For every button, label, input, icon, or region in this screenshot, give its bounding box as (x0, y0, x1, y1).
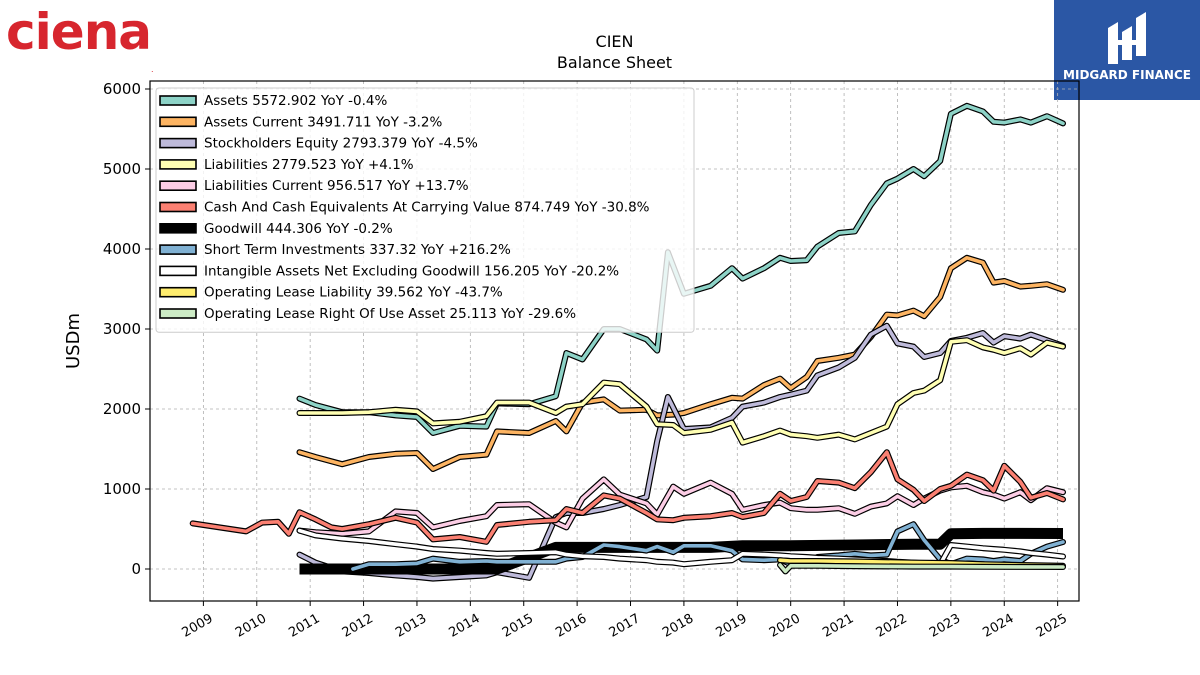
x-tick-label: 2009 (180, 611, 216, 641)
series-line (296, 102, 1066, 436)
x-tick-label: 2019 (713, 611, 749, 641)
ciena-logo: ciena. (6, 2, 153, 74)
x-tick-label: 2013 (393, 611, 429, 641)
midgard-emblem-icon (1108, 12, 1146, 64)
legend-swatch (159, 308, 197, 319)
y-tick-label: 2000 (103, 400, 141, 418)
legend-entry: Operating Lease Right Of Use Asset 25.11… (204, 306, 576, 322)
x-tick-label: 2020 (767, 611, 803, 641)
x-tick-label: 2021 (820, 611, 856, 641)
x-tick-label: 2023 (927, 611, 963, 641)
series-line (296, 254, 1066, 472)
chart-subtitle: Balance Sheet (557, 53, 672, 72)
series-line (296, 337, 1066, 446)
legend-entry: Operating Lease Liability 39.562 YoY -43… (204, 285, 503, 301)
legend-entry: Cash And Cash Equivalents At Carrying Va… (204, 200, 650, 216)
ciena-logo-mark: . (151, 65, 153, 74)
legend-box (155, 87, 695, 333)
legend: Assets 5572.902 YoY -0.4% Assets Current … (155, 87, 695, 333)
series-line-fill (299, 527, 1064, 575)
legend-swatch (159, 201, 197, 213)
legend-entry: Assets 5572.902 YoY -0.4% (204, 93, 388, 109)
series-line (777, 562, 1066, 575)
series-line-fill (297, 477, 1065, 536)
y-tick-label: 6000 (103, 80, 141, 98)
series-line-fill (297, 255, 1065, 471)
series-line (349, 521, 1066, 572)
x-tick-label: 2018 (660, 611, 696, 641)
series-line (296, 527, 1066, 568)
legend-swatch (159, 180, 197, 191)
x-tick-label: 2024 (980, 611, 1016, 641)
legend-swatch (159, 95, 197, 106)
legend-swatch (159, 265, 197, 277)
series-line-fill (297, 528, 1065, 567)
midgard-logo-text: MIDGARD FINANCE (1063, 68, 1191, 82)
x-tick-label: 2010 (233, 611, 269, 641)
series-lines (189, 102, 1066, 582)
series-line-fill (297, 338, 1065, 445)
x-tick-label: 2016 (553, 611, 589, 641)
series-line-fill (778, 563, 1065, 574)
x-tick-label: 2011 (286, 611, 322, 641)
x-tick-label: 2015 (500, 611, 536, 641)
y-tick-label: 1000 (103, 480, 141, 498)
x-tick-label: 2022 (874, 611, 910, 641)
legend-swatch (159, 137, 197, 149)
axes-frame (149, 80, 1080, 602)
midgard-finance-logo: MIDGARD FINANCE (1054, 0, 1200, 100)
legend-entry: Liabilities Current 956.517 YoY +13.7% (204, 178, 469, 194)
series-line (189, 449, 1066, 545)
series-line (299, 527, 1064, 575)
legend-swatch (159, 244, 197, 255)
legend-swatch (159, 286, 197, 298)
legend-entry: Assets Current 3491.711 YoY -3.2% (204, 114, 443, 130)
legend-entry: Short Term Investments 337.32 YoY +216.2… (204, 242, 511, 258)
y-tick-label: 3000 (103, 320, 141, 338)
x-tick-label: 2012 (340, 611, 376, 641)
y-axis-label: USDm (63, 313, 84, 369)
legend-entry: Liabilities 2779.523 YoY +4.1% (204, 157, 414, 173)
series-line (296, 476, 1066, 537)
legend-entry: Intangible Assets Net Excluding Goodwill… (204, 263, 619, 279)
legend-swatch (159, 116, 197, 128)
legend-entry: Stockholders Equity 2793.379 YoY -4.5% (204, 136, 478, 152)
y-tick-label: 5000 (103, 160, 141, 178)
ciena-logo-text: ciena (6, 3, 152, 61)
x-tick-label: 2014 (447, 611, 483, 641)
legend-swatch (159, 159, 197, 170)
series-line-fill (297, 104, 1065, 435)
series-line-fill (190, 450, 1065, 544)
x-tick-label: 2025 (1034, 611, 1070, 641)
legend-swatch (159, 223, 197, 234)
legend-entry: Goodwill 444.306 YoY -0.2% (204, 221, 393, 237)
series-line-fill (351, 522, 1065, 571)
chart-title: CIEN (596, 32, 634, 51)
y-tick-label: 0 (131, 560, 141, 578)
x-tick-label: 2017 (607, 611, 643, 641)
y-tick-label: 4000 (103, 240, 141, 258)
